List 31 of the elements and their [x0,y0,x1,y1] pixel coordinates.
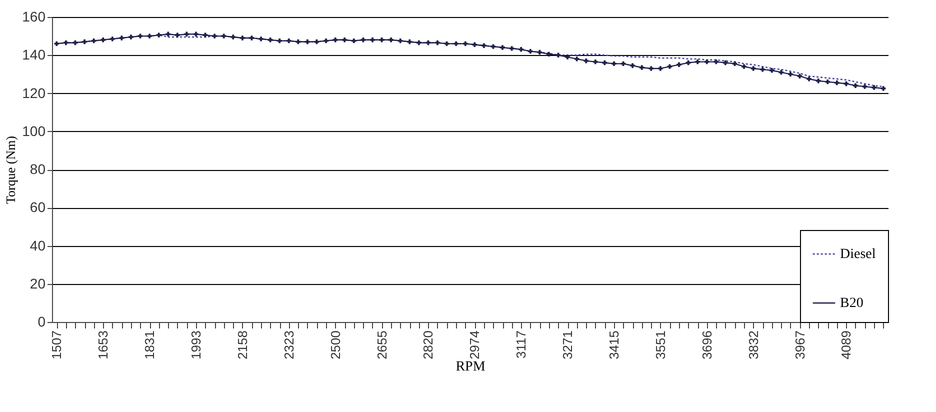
x-tick-label: 3271 [560,330,576,360]
x-tick-label: 4089 [838,330,854,360]
x-tick-label: 2820 [420,330,436,360]
x-tick-label: 2655 [374,330,390,360]
x-tick-label: 3551 [652,330,668,360]
y-tick-label: 20 [30,275,46,292]
y-tick-label: 100 [22,122,46,139]
x-tick-label: 1507 [49,330,64,360]
y-axis-title: Torque (Nm) [3,136,18,204]
x-tick-label: 2158 [234,330,250,360]
x-tick-label: 1831 [142,330,158,360]
y-tick-label: 0 [38,314,46,330]
x-tick-label: 2500 [328,330,343,360]
x-tick-label: 3117 [514,330,529,358]
x-tick-label: 2974 [467,330,482,360]
x-tick-label: 2323 [281,330,296,360]
x-tick-label: 3832 [746,330,761,360]
x-tick-label: 1993 [188,330,204,360]
x-tick-label: 3415 [606,330,622,360]
y-tick-label: 80 [30,161,46,177]
x-tick-label: 3967 [792,330,808,360]
legend-label: B20 [840,296,864,311]
y-tick-label: 40 [30,237,46,254]
x-tick-label: 1653 [96,330,111,360]
y-tick-label: 120 [22,84,46,101]
x-axis-title: RPM [456,359,486,374]
y-tick-label: 160 [22,8,46,24]
y-tick-label: 140 [22,46,46,63]
y-tick-label: 60 [30,199,46,216]
x-tick-label: 3696 [699,330,714,360]
legend-label: Diesel [840,247,876,262]
